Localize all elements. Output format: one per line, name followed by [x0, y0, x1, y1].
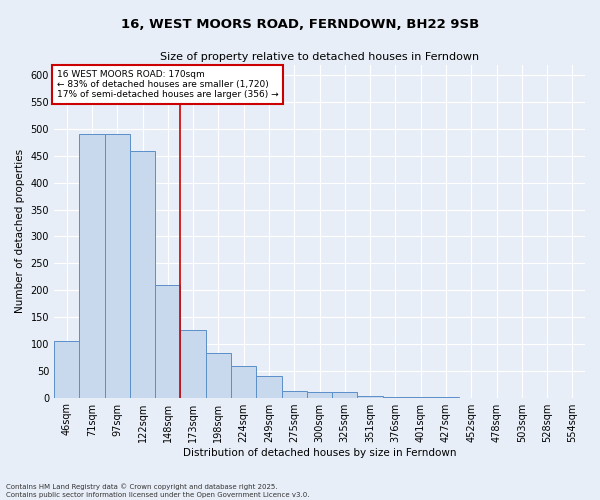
Bar — [332, 392, 358, 398]
Bar — [433, 397, 458, 398]
Bar — [130, 150, 155, 398]
Title: Size of property relative to detached houses in Ferndown: Size of property relative to detached ho… — [160, 52, 479, 62]
Text: 16, WEST MOORS ROAD, FERNDOWN, BH22 9SB: 16, WEST MOORS ROAD, FERNDOWN, BH22 9SB — [121, 18, 479, 30]
Bar — [54, 341, 79, 398]
Bar — [206, 353, 231, 398]
Bar — [104, 134, 130, 398]
Bar — [79, 134, 104, 398]
Bar — [155, 285, 181, 398]
X-axis label: Distribution of detached houses by size in Ferndown: Distribution of detached houses by size … — [183, 448, 456, 458]
Bar — [408, 397, 433, 398]
Text: 16 WEST MOORS ROAD: 170sqm
← 83% of detached houses are smaller (1,720)
17% of s: 16 WEST MOORS ROAD: 170sqm ← 83% of deta… — [56, 70, 278, 100]
Bar — [256, 376, 281, 398]
Y-axis label: Number of detached properties: Number of detached properties — [15, 149, 25, 313]
Bar — [181, 330, 206, 398]
Bar — [307, 392, 332, 398]
Bar — [383, 396, 408, 398]
Bar — [281, 390, 307, 398]
Bar — [358, 396, 383, 398]
Bar — [231, 366, 256, 398]
Text: Contains HM Land Registry data © Crown copyright and database right 2025.
Contai: Contains HM Land Registry data © Crown c… — [6, 484, 310, 498]
